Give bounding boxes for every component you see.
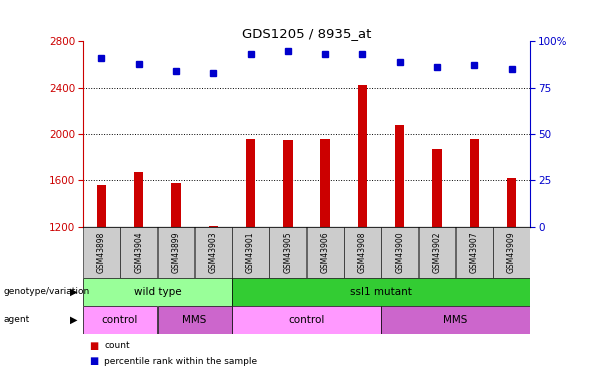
Text: MMS: MMS <box>183 315 207 325</box>
Text: genotype/variation: genotype/variation <box>3 287 89 296</box>
Bar <box>470 139 479 227</box>
Bar <box>232 306 381 334</box>
Text: GSM43909: GSM43909 <box>507 231 516 273</box>
Text: ▶: ▶ <box>70 286 78 297</box>
Text: ssl1 mutant: ssl1 mutant <box>350 286 412 297</box>
Text: agent: agent <box>3 315 29 324</box>
Text: GSM43907: GSM43907 <box>470 231 479 273</box>
Bar <box>171 183 181 227</box>
Bar <box>158 227 194 278</box>
Bar <box>120 227 157 278</box>
Bar <box>306 227 344 278</box>
Text: GSM43898: GSM43898 <box>97 231 106 273</box>
Title: GDS1205 / 8935_at: GDS1205 / 8935_at <box>242 27 371 40</box>
Text: GSM43905: GSM43905 <box>283 231 292 273</box>
Text: ▶: ▶ <box>70 315 78 325</box>
Text: control: control <box>102 315 139 325</box>
Bar <box>381 227 418 278</box>
Text: MMS: MMS <box>443 315 468 325</box>
Bar <box>232 227 269 278</box>
Bar <box>97 185 106 227</box>
Text: GSM43902: GSM43902 <box>433 231 441 273</box>
Bar <box>507 178 516 227</box>
Text: percentile rank within the sample: percentile rank within the sample <box>104 357 257 366</box>
Bar <box>195 227 232 278</box>
Bar <box>344 227 381 278</box>
Bar <box>381 306 530 334</box>
Bar <box>456 227 493 278</box>
Bar <box>208 226 218 227</box>
Bar <box>246 139 255 227</box>
Bar <box>83 278 232 306</box>
Text: GSM43908: GSM43908 <box>358 231 367 273</box>
Text: GSM43899: GSM43899 <box>172 231 180 273</box>
Bar <box>395 125 405 227</box>
Bar <box>269 227 306 278</box>
Text: count: count <box>104 341 130 350</box>
Bar <box>158 306 232 334</box>
Text: wild type: wild type <box>134 286 181 297</box>
Text: ■: ■ <box>89 356 98 366</box>
Text: GSM43903: GSM43903 <box>209 231 218 273</box>
Text: GSM43900: GSM43900 <box>395 231 404 273</box>
Bar <box>283 140 292 227</box>
Bar <box>432 149 442 227</box>
Text: ■: ■ <box>89 340 98 351</box>
Bar <box>419 227 455 278</box>
Text: GSM43901: GSM43901 <box>246 231 255 273</box>
Bar <box>493 227 530 278</box>
Text: GSM43904: GSM43904 <box>134 231 143 273</box>
Bar <box>321 139 330 227</box>
Bar <box>83 306 157 334</box>
Bar <box>232 278 530 306</box>
Text: GSM43906: GSM43906 <box>321 231 330 273</box>
Text: control: control <box>288 315 325 325</box>
Bar <box>83 227 120 278</box>
Bar <box>358 86 367 227</box>
Bar <box>134 172 143 227</box>
